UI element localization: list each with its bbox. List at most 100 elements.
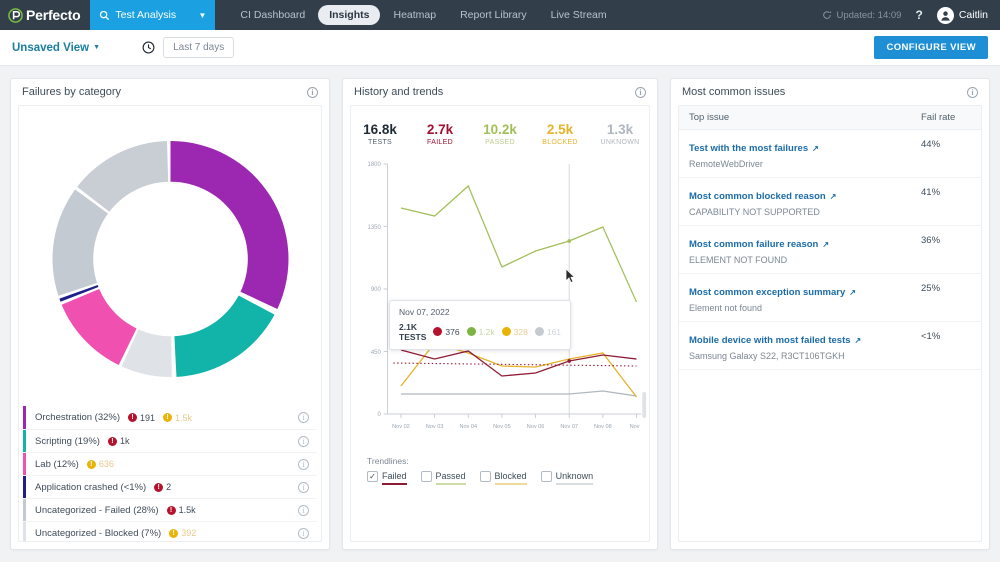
legend-item-application-crashed[interactable]: Application crashed (<1%) ! 2 i xyxy=(23,475,317,499)
table-row[interactable]: Most common failure reason ↗ ELEMENT NOT… xyxy=(679,226,981,274)
donut-slice-uncategorized-failed[interactable] xyxy=(52,188,108,296)
legend-label: Orchestration (32%) xyxy=(35,412,121,423)
table-row[interactable]: Most common exception summary ↗ Element … xyxy=(679,274,981,322)
svg-text:0: 0 xyxy=(377,410,381,417)
view-name-selector[interactable]: Unsaved View ▼ xyxy=(12,42,100,54)
brand-logo[interactable]: Perfecto xyxy=(0,0,90,30)
legend-swatch xyxy=(23,406,26,429)
checkbox-unchecked-icon[interactable] xyxy=(479,470,491,482)
tooltip-tests: 2.1K TESTS xyxy=(399,321,427,342)
card-title: Most common issues xyxy=(682,86,786,98)
trendline-toggle-unknown[interactable]: Unknown xyxy=(540,470,594,485)
column-header-fail-rate: Fail rate xyxy=(921,112,956,123)
clock-icon[interactable] xyxy=(142,41,155,54)
passed-icon xyxy=(466,327,476,337)
chart-tooltip: Nov 07, 2022 2.1K TESTS 376 1.2k xyxy=(389,299,571,350)
trendline-toggle-blocked[interactable]: Blocked xyxy=(479,470,527,485)
legend-swatch xyxy=(23,452,26,476)
primary-nav: CI Dashboard Insights Heatmap Report Lib… xyxy=(229,0,617,30)
info-icon[interactable]: i xyxy=(307,86,318,98)
nav-item-report-library[interactable]: Report Library xyxy=(460,9,527,21)
issue-link[interactable]: Most common exception summary ↗ xyxy=(689,287,856,298)
refresh-icon[interactable] xyxy=(822,10,832,20)
info-icon[interactable]: i xyxy=(298,504,309,516)
nav-item-insights[interactable]: Insights xyxy=(318,5,381,25)
updated-text: Updated: 14:09 xyxy=(836,9,902,21)
history-line-chart[interactable]: 1800 1350 900 450 0 Nov 02 Nov 03 Nov 04… xyxy=(351,152,649,452)
info-icon[interactable]: i xyxy=(635,86,646,98)
blocked-badge: ! 636 xyxy=(86,459,114,469)
issue-link[interactable]: Mobile device with most failed tests ↗ xyxy=(689,335,861,346)
blocked-icon: ! xyxy=(163,413,173,422)
info-icon[interactable]: i xyxy=(298,458,309,470)
table-row[interactable]: Mobile device with most failed tests ↗ S… xyxy=(679,322,981,370)
donut-slice-uncategorized-failed-2[interactable] xyxy=(76,140,168,212)
checkbox-unchecked-icon[interactable] xyxy=(540,470,552,482)
trendline-toggle-passed[interactable]: Passed xyxy=(420,470,466,485)
stat-value: 2.5k xyxy=(546,122,574,137)
info-icon[interactable]: i xyxy=(298,527,309,539)
nav-item-heatmap[interactable]: Heatmap xyxy=(393,9,437,21)
stat-label: TESTS xyxy=(367,138,393,146)
card-header: Most common issues i xyxy=(671,79,989,105)
info-icon[interactable]: i xyxy=(967,86,978,98)
issue-main: Most common failure reason ↗ ELEMENT NOT… xyxy=(689,234,921,265)
donut-slice-scripting[interactable] xyxy=(173,294,275,377)
legend-swatch xyxy=(23,521,26,541)
donut-slice-uncategorized-blocked[interactable] xyxy=(121,328,172,377)
issue-link[interactable]: Most common blocked reason ↗ xyxy=(689,191,836,202)
card-body: 16.8k TESTS 2.7k FAILED 10.2k PASSED 2.5… xyxy=(350,105,650,542)
blocked-count: 636 xyxy=(98,459,114,469)
checkbox-unchecked-icon[interactable] xyxy=(420,470,432,482)
donut-slice-application-crashed[interactable] xyxy=(58,284,98,302)
series-failed xyxy=(400,348,637,377)
caret-down-icon: ▼ xyxy=(93,44,101,51)
trendline-color-bar xyxy=(494,482,527,485)
legend-item-lab[interactable]: Lab (12%) ! 636 i xyxy=(23,452,317,476)
issue-link-label: Most common blocked reason xyxy=(689,191,826,202)
table-row[interactable]: Most common blocked reason ↗ CAPABILITY … xyxy=(679,178,981,226)
issue-link-label: Test with the most failures xyxy=(689,143,809,154)
issue-subtitle: Element not found xyxy=(689,303,763,313)
svg-text:Nov 05: Nov 05 xyxy=(493,423,511,429)
legend-item-uncategorized-failed[interactable]: Uncategorized - Failed (28%) ! 1.5k i xyxy=(23,498,317,522)
issue-link[interactable]: Test with the most failures ↗ xyxy=(689,143,819,154)
stat-passed: 10.2k PASSED xyxy=(478,122,522,146)
failed-badge: ! 191 xyxy=(128,413,155,423)
date-range-input[interactable]: Last 7 days xyxy=(163,37,235,58)
donut-slice-lab[interactable] xyxy=(61,288,137,365)
table-row[interactable]: Test with the most failures ↗ RemoteWebD… xyxy=(679,130,981,178)
view-toolbar: Unsaved View ▼ Last 7 days CONFIGURE VIE… xyxy=(0,30,1000,66)
info-icon[interactable]: i xyxy=(298,481,309,493)
issue-link[interactable]: Most common failure reason ↗ xyxy=(689,239,829,250)
info-icon[interactable]: i xyxy=(298,435,309,447)
tooltip-unknown-value: 161 xyxy=(546,326,562,337)
nav-item-live-stream[interactable]: Live Stream xyxy=(550,9,607,21)
module-selector[interactable]: Test Analysis ▼ xyxy=(90,0,216,30)
configure-view-button[interactable]: CONFIGURE VIEW xyxy=(874,36,988,59)
legend-swatch xyxy=(23,498,26,522)
brand-name: Perfecto xyxy=(26,7,81,23)
tooltip-metric-unknown: 161 xyxy=(534,326,562,337)
nav-item-ci-dashboard[interactable]: CI Dashboard xyxy=(240,9,306,21)
card-header: Failures by category i xyxy=(11,79,329,105)
blocked-badge: ! 392 xyxy=(169,528,196,538)
failed-count: 1k xyxy=(119,436,130,446)
trendline-toggle-failed[interactable]: ✓ Failed xyxy=(367,470,407,485)
help-icon[interactable]: ? xyxy=(915,8,923,22)
user-menu[interactable]: Caitlin xyxy=(936,6,988,24)
legend-item-orchestration[interactable]: Orchestration (32%) ! 191 ! 1.5k i xyxy=(23,406,317,429)
marker-passed xyxy=(567,238,572,243)
info-icon[interactable]: i xyxy=(298,412,309,423)
trendline-label: Blocked xyxy=(494,471,527,482)
donut-slice-orchestration[interactable] xyxy=(170,140,288,309)
external-link-icon: ↗ xyxy=(854,336,862,345)
legend-item-uncategorized-blocked[interactable]: Uncategorized - Blocked (7%) ! 392 i xyxy=(23,521,317,541)
stat-unknown: 1.3k UNKNOWN xyxy=(598,122,642,146)
checkbox-checked-icon[interactable]: ✓ xyxy=(367,470,378,482)
issue-fail-rate: <1% xyxy=(921,331,941,342)
view-name-label: Unsaved View xyxy=(12,41,90,54)
issue-fail-rate: 44% xyxy=(921,139,941,150)
legend-item-scripting[interactable]: Scripting (19%) ! 1k i xyxy=(23,429,317,453)
stat-value: 10.2k xyxy=(483,122,517,137)
